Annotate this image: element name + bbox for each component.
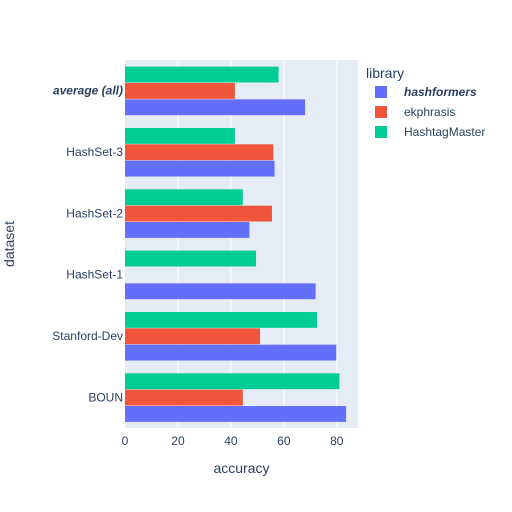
bar-ekphrasis-average-all[interactable] — [125, 82, 235, 99]
legend-swatch — [375, 126, 387, 138]
x-gridlines — [177, 60, 338, 428]
x-tick-label: 20 — [171, 434, 185, 448]
legend-swatch — [375, 86, 387, 98]
bar-hashformers-hashset-2[interactable] — [125, 222, 250, 238]
y-tick-label: HashSet-3 — [66, 145, 123, 159]
legend[interactable]: library hashformers ekphrasis HashtagMaste… — [366, 65, 485, 139]
plot-area — [125, 60, 358, 428]
y-tick-label: Stanford-Dev — [52, 329, 123, 343]
legend-item-hashformers[interactable]: hashformers — [375, 85, 477, 99]
bars — [125, 66, 347, 422]
bar-hashtagmaster-hashset-1[interactable] — [125, 250, 257, 267]
legend-swatch — [375, 106, 387, 118]
x-tick-labels: 0 20 40 60 80 — [122, 434, 344, 448]
bar-hashtagmaster-boun[interactable] — [125, 373, 340, 390]
bar-hashformers-hashset-1[interactable] — [125, 283, 316, 300]
x-tick-label: 40 — [224, 434, 238, 448]
bar-hashtagmaster-hashset-3[interactable] — [125, 127, 235, 144]
x-tick-label: 0 — [122, 434, 129, 448]
y-tick-label: average (all) — [53, 84, 123, 98]
y-tick-label: BOUN — [88, 390, 123, 404]
legend-label: hashformers — [404, 85, 477, 99]
bar-hashformers-stanford-dev[interactable] — [125, 344, 337, 361]
bar-hashformers-boun[interactable] — [125, 406, 347, 422]
y-tick-label: HashSet-1 — [66, 268, 123, 282]
y-tick-label: HashSet-2 — [66, 206, 123, 220]
bar-ekphrasis-hashset-3[interactable] — [125, 144, 274, 161]
bar-ekphrasis-stanford-dev[interactable] — [125, 328, 261, 345]
bar-hashformers-average-all[interactable] — [125, 99, 306, 116]
y-axis-title: dataset — [1, 221, 17, 267]
bar-hashtagmaster-hashset-2[interactable] — [125, 189, 243, 206]
bar-hashtagmaster-average-all[interactable] — [125, 66, 279, 83]
legend-label: HashtagMaster — [404, 125, 485, 139]
x-axis-title: accuracy — [213, 460, 269, 476]
x-tick-label: 60 — [277, 434, 291, 448]
legend-title: library — [366, 65, 404, 81]
bar-ekphrasis-hashset-2[interactable] — [125, 205, 272, 222]
legend-item-ekphrasis[interactable]: ekphrasis — [375, 105, 455, 119]
legend-item-hashtagmaster[interactable]: HashtagMaster — [375, 125, 485, 139]
legend-label: ekphrasis — [404, 105, 455, 119]
y-tick-labels: BOUN Stanford-Dev HashSet-1 HashSet-2 HashSe… — [52, 84, 123, 405]
bar-hashformers-hashset-3[interactable] — [125, 160, 275, 177]
x-tick-label: 80 — [330, 434, 344, 448]
bar-ekphrasis-boun[interactable] — [125, 389, 243, 406]
bar-hashtagmaster-stanford-dev[interactable] — [125, 311, 317, 328]
